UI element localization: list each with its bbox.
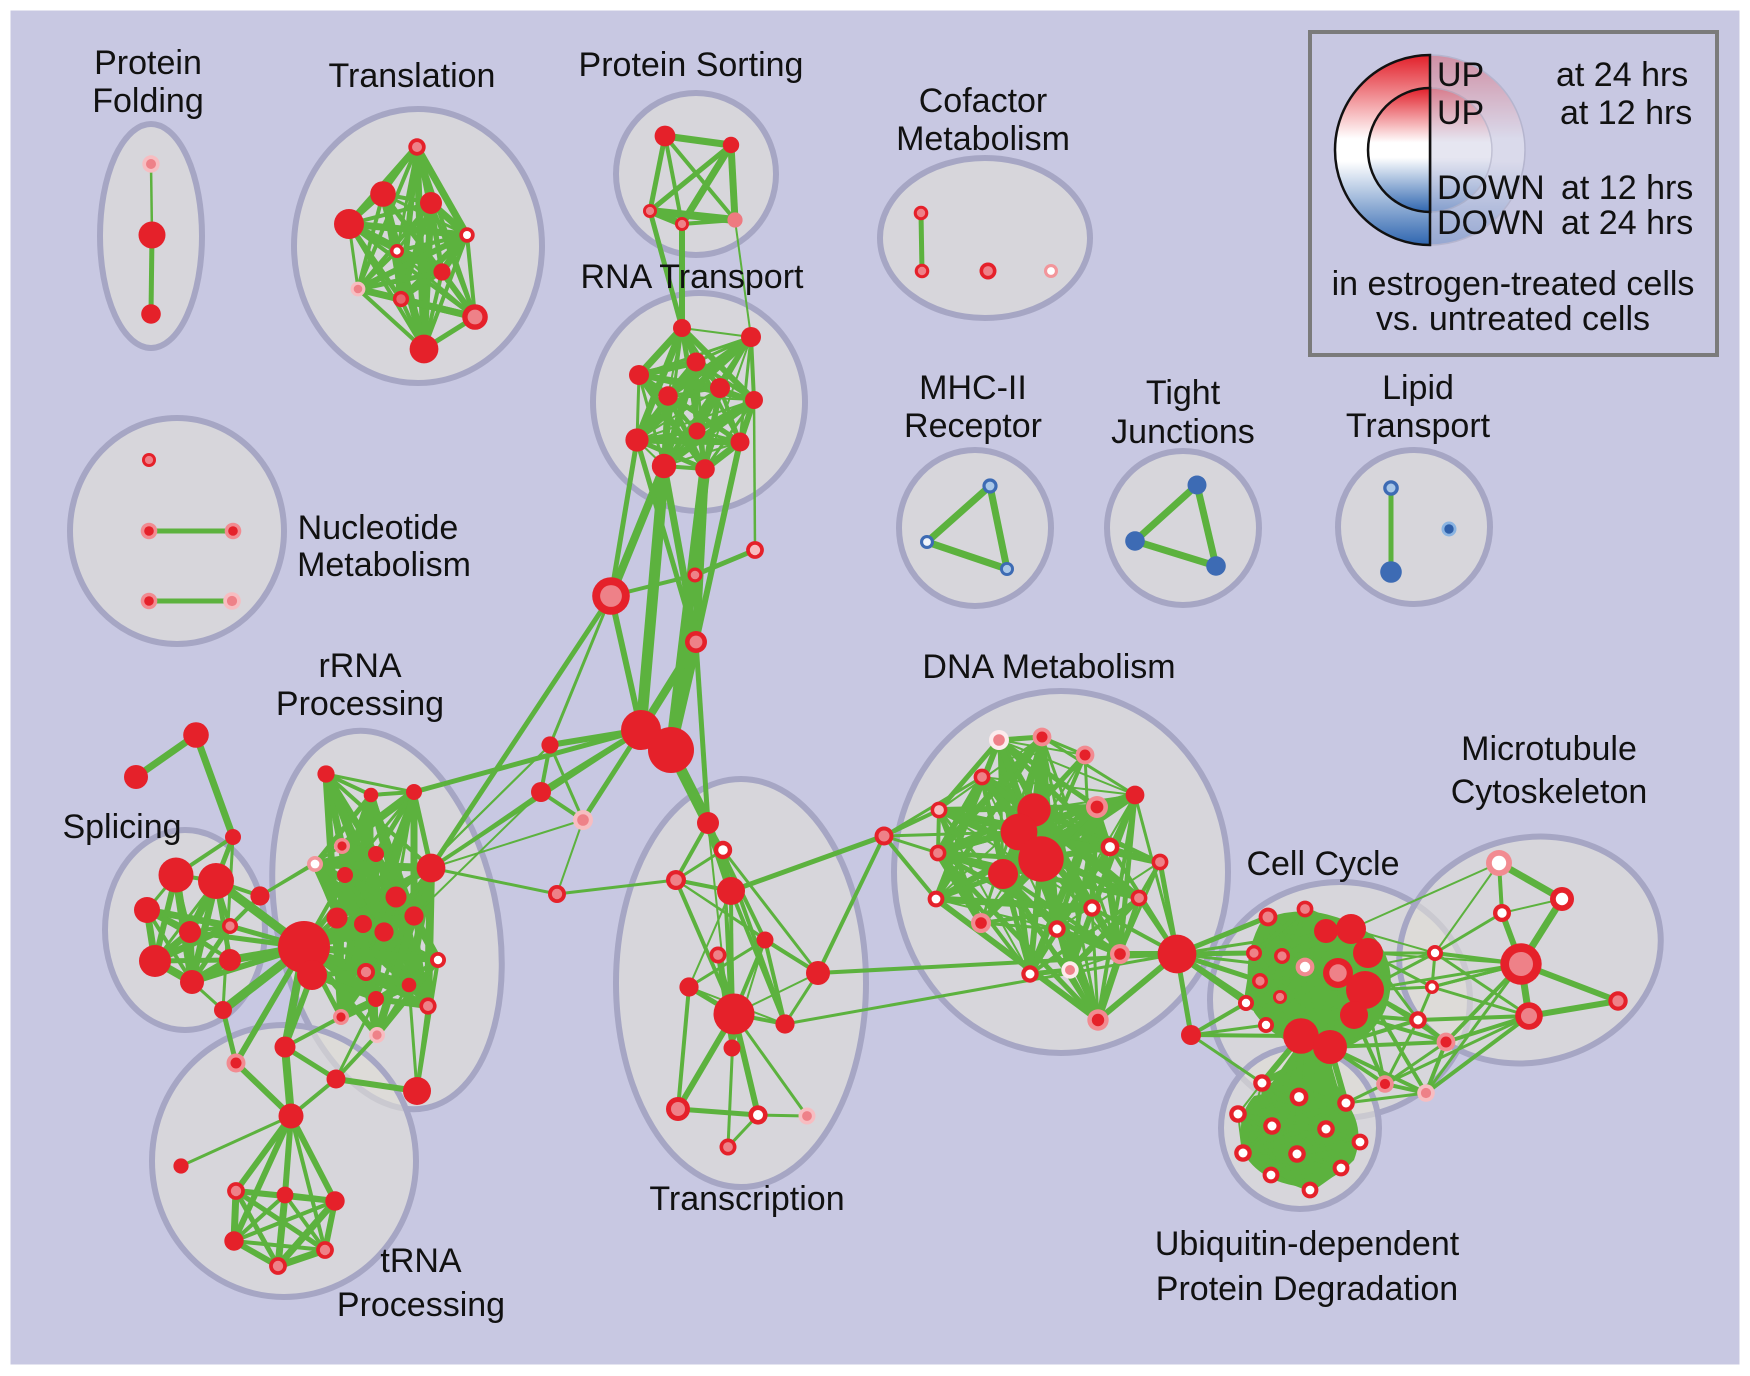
svg-text:at 24 hrs: at 24 hrs [1556, 56, 1688, 94]
svg-text:Processing: Processing [337, 1286, 505, 1324]
svg-text:at 24 hrs: at 24 hrs [1561, 204, 1693, 242]
svg-text:Splicing: Splicing [62, 808, 181, 846]
svg-text:Microtubule: Microtubule [1461, 730, 1637, 768]
svg-text:RNA Transport: RNA Transport [581, 258, 805, 296]
svg-text:MHC-II: MHC-II [919, 369, 1027, 407]
svg-text:Nucleotide: Nucleotide [298, 509, 459, 547]
svg-text:vs. untreated cells: vs. untreated cells [1376, 300, 1650, 338]
svg-text:Receptor: Receptor [904, 407, 1042, 445]
svg-text:Folding: Folding [92, 82, 204, 120]
svg-text:at 12 hrs: at 12 hrs [1561, 169, 1693, 207]
svg-text:UP: UP [1437, 56, 1484, 94]
svg-text:DNA Metabolism: DNA Metabolism [922, 648, 1175, 686]
svg-text:UP: UP [1437, 94, 1484, 132]
svg-text:Tight: Tight [1146, 374, 1221, 412]
svg-text:Transport: Transport [1346, 407, 1491, 445]
svg-text:Lipid: Lipid [1382, 369, 1454, 407]
svg-text:Cytoskeleton: Cytoskeleton [1451, 773, 1648, 811]
svg-text:DOWN: DOWN [1437, 169, 1545, 207]
svg-text:Protein: Protein [94, 44, 202, 82]
svg-text:Processing: Processing [276, 685, 444, 723]
svg-text:Metabolism: Metabolism [297, 546, 471, 584]
svg-text:Cofactor: Cofactor [919, 82, 1048, 120]
svg-text:Protein Sorting: Protein Sorting [579, 46, 804, 84]
svg-text:Junctions: Junctions [1111, 413, 1255, 451]
svg-text:Cell Cycle: Cell Cycle [1246, 845, 1399, 883]
svg-text:at 12 hrs: at 12 hrs [1560, 94, 1692, 132]
svg-text:Ubiquitin-dependent: Ubiquitin-dependent [1155, 1225, 1460, 1263]
svg-text:in estrogen-treated cells: in estrogen-treated cells [1332, 265, 1695, 303]
svg-text:Metabolism: Metabolism [896, 120, 1070, 158]
svg-text:DOWN: DOWN [1437, 204, 1545, 242]
svg-text:rRNA: rRNA [318, 647, 401, 685]
svg-text:Transcription: Transcription [649, 1180, 844, 1218]
svg-text:tRNA: tRNA [380, 1242, 462, 1280]
svg-text:Translation: Translation [329, 57, 496, 95]
svg-text:Protein Degradation: Protein Degradation [1156, 1270, 1458, 1308]
